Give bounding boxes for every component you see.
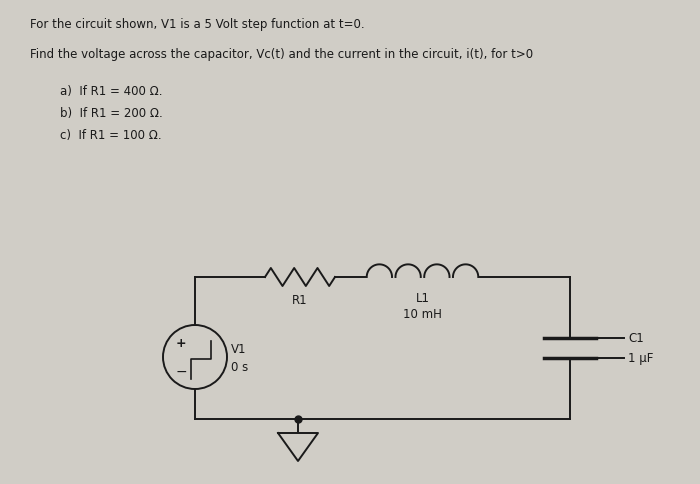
Text: 1 μF: 1 μF (628, 352, 653, 365)
Text: C1: C1 (628, 332, 644, 345)
Text: +: + (176, 337, 186, 350)
Text: For the circuit shown, V1 is a 5 Volt step function at t=0.: For the circuit shown, V1 is a 5 Volt st… (30, 18, 365, 31)
Text: b)  If R1 = 200 Ω.: b) If R1 = 200 Ω. (60, 107, 162, 120)
Text: V1: V1 (231, 343, 246, 356)
Text: R1: R1 (292, 293, 308, 306)
Text: Find the voltage across the capacitor, Vc(t) and the current in the circuit, i(t: Find the voltage across the capacitor, V… (30, 48, 533, 61)
Text: a)  If R1 = 400 Ω.: a) If R1 = 400 Ω. (60, 85, 162, 98)
Text: −: − (175, 364, 187, 378)
Text: 10 mH: 10 mH (403, 307, 442, 320)
Text: 0 s: 0 s (231, 361, 248, 374)
Text: L1: L1 (416, 291, 430, 304)
Polygon shape (278, 433, 318, 461)
Text: c)  If R1 = 100 Ω.: c) If R1 = 100 Ω. (60, 129, 162, 142)
